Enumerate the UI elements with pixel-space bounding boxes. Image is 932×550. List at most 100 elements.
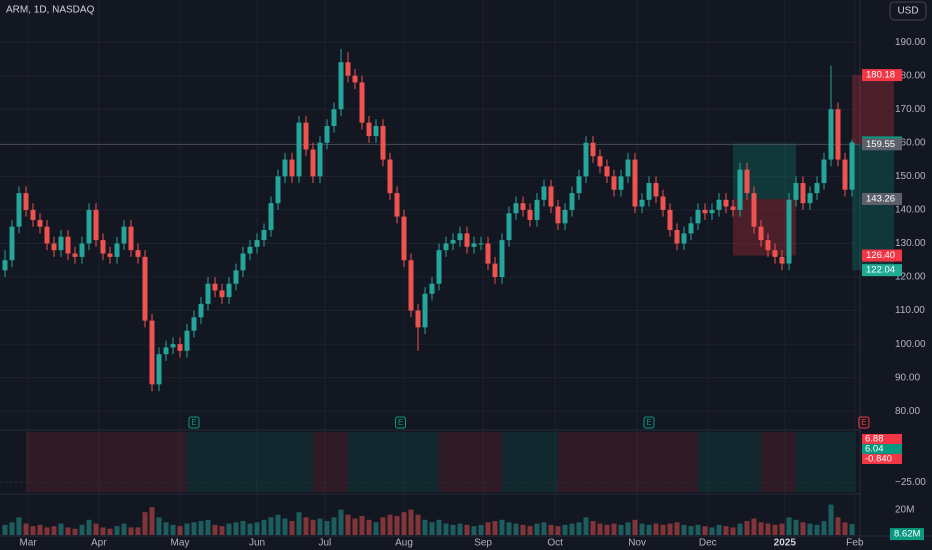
candle-body bbox=[737, 169, 743, 210]
volume-bar bbox=[16, 517, 22, 535]
candle-body bbox=[765, 240, 771, 251]
volume-bar bbox=[240, 521, 246, 535]
volume-bar bbox=[184, 523, 190, 535]
candle-body bbox=[814, 183, 820, 194]
candle-body bbox=[660, 196, 666, 210]
volume-bar bbox=[660, 524, 666, 535]
candle-body bbox=[177, 344, 183, 351]
target-zone bbox=[852, 144, 894, 271]
volume-bar bbox=[79, 524, 85, 535]
currency-button[interactable] bbox=[889, 1, 927, 21]
volume-bar bbox=[730, 527, 736, 535]
candle-body bbox=[338, 62, 344, 110]
volume-bar bbox=[492, 521, 498, 535]
candle-body bbox=[457, 233, 463, 241]
candle-body bbox=[163, 347, 169, 355]
candle-body bbox=[261, 230, 267, 241]
volume-bar bbox=[114, 526, 120, 535]
volume-bar bbox=[450, 524, 456, 535]
volume-bar bbox=[646, 524, 652, 535]
volume-bar bbox=[352, 518, 358, 535]
volume-bar bbox=[2, 524, 8, 535]
volume-bar bbox=[828, 504, 834, 535]
volume-bar bbox=[415, 514, 421, 535]
candle-body bbox=[485, 243, 491, 264]
candle-body bbox=[345, 62, 351, 76]
volume-bar bbox=[653, 523, 659, 535]
volume-bar bbox=[359, 516, 365, 535]
price-tag bbox=[862, 192, 902, 205]
currency-label[interactable]: USD bbox=[897, 6, 918, 17]
candle-body bbox=[436, 250, 442, 284]
volume-bar bbox=[275, 514, 281, 535]
volume-bar bbox=[170, 524, 176, 535]
volume-bar bbox=[163, 522, 169, 535]
candle-body bbox=[443, 243, 449, 251]
volume-bar bbox=[142, 512, 148, 535]
event-marker bbox=[858, 416, 870, 429]
candle-body bbox=[240, 253, 246, 271]
candle-body bbox=[562, 209, 568, 224]
candle-body bbox=[688, 223, 694, 234]
indicator-tag-label: 6.04 bbox=[865, 443, 884, 454]
volume-bar bbox=[219, 526, 225, 535]
candle-body bbox=[828, 109, 834, 160]
candle-body bbox=[835, 109, 841, 160]
volume-bar bbox=[555, 526, 561, 535]
volume-bar bbox=[443, 523, 449, 535]
volume-bar bbox=[779, 523, 785, 535]
candle-body bbox=[233, 270, 239, 284]
price-tag-label: 159.55 bbox=[866, 139, 895, 150]
volume-bar bbox=[254, 522, 260, 535]
event-label: E bbox=[398, 418, 403, 427]
volume-bar bbox=[590, 521, 596, 535]
x-tick-label: Aug bbox=[395, 538, 413, 549]
volume-bar bbox=[394, 516, 400, 535]
volume-bar bbox=[247, 523, 253, 535]
y-tick-label: 120.00 bbox=[895, 272, 926, 283]
volume-bar bbox=[86, 519, 92, 535]
volume-bar bbox=[44, 527, 50, 535]
candle-body bbox=[541, 186, 547, 200]
indicator-tag bbox=[862, 453, 902, 464]
volume-bar bbox=[674, 522, 680, 535]
volume-tag bbox=[890, 528, 924, 541]
volume-bar bbox=[436, 519, 442, 535]
signal-zone bbox=[558, 432, 698, 492]
volume-bar bbox=[562, 524, 568, 535]
volume-bar bbox=[373, 522, 379, 535]
volume-bar bbox=[212, 524, 218, 535]
event-label: E bbox=[191, 418, 196, 427]
candle-body bbox=[415, 310, 421, 328]
volume-bar bbox=[583, 517, 589, 535]
volume-bar bbox=[58, 523, 64, 535]
price-tag bbox=[862, 138, 902, 151]
volume-bar bbox=[226, 523, 232, 535]
candle-body bbox=[156, 354, 162, 385]
y-tick-label: 180.00 bbox=[895, 70, 926, 81]
volume-bar bbox=[604, 524, 610, 535]
volume-bar bbox=[695, 524, 701, 535]
volume-bar bbox=[429, 522, 435, 535]
x-tick-label: 2025 bbox=[774, 538, 797, 549]
candle-body bbox=[520, 203, 526, 210]
x-tick-label: Jul bbox=[319, 538, 332, 549]
volume-bar bbox=[842, 522, 848, 535]
volume-bar bbox=[191, 522, 197, 535]
event-marker bbox=[188, 416, 200, 429]
candle-body bbox=[702, 209, 708, 214]
volume-bar bbox=[807, 523, 813, 535]
candle-body bbox=[639, 199, 645, 207]
candle-body bbox=[849, 142, 855, 190]
candle-body bbox=[499, 240, 505, 278]
y-tick-label: 170.00 bbox=[895, 104, 926, 115]
candle-body bbox=[709, 209, 715, 214]
candle-body bbox=[842, 159, 848, 190]
volume-bar bbox=[527, 526, 533, 535]
candle-body bbox=[65, 236, 71, 254]
candle-body bbox=[758, 226, 764, 241]
stop-zone bbox=[852, 75, 894, 145]
candle-body bbox=[254, 240, 260, 247]
volume-bar bbox=[93, 523, 99, 535]
